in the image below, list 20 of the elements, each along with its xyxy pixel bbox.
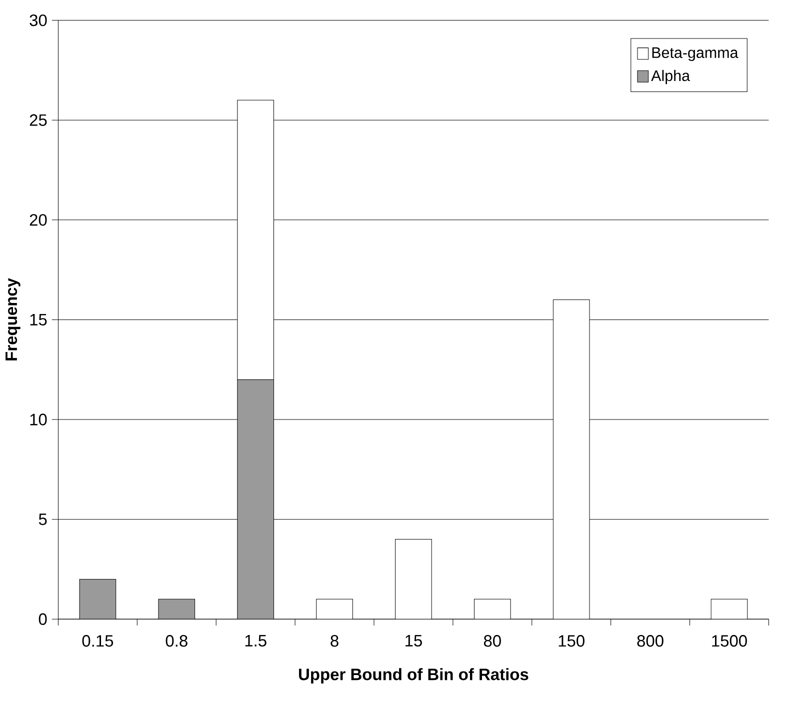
x-tick-label: 0.8 bbox=[166, 634, 188, 647]
legend-label: Beta-gamma bbox=[652, 47, 738, 61]
x-tick-label: 800 bbox=[637, 634, 664, 647]
x-tick-label: 1500 bbox=[712, 634, 747, 647]
y-tick-label: 10 bbox=[30, 414, 47, 426]
x-tick-label: 8 bbox=[330, 634, 338, 647]
x-tick-label: 150 bbox=[558, 634, 584, 647]
legend-label: Alpha bbox=[651, 70, 690, 84]
y-tick-label: 5 bbox=[38, 513, 47, 525]
x-axis-title: Upper Bound of Bin of Ratios bbox=[299, 668, 528, 684]
y-tick-label: 30 bbox=[30, 14, 47, 26]
y-tick-label: 0 bbox=[38, 613, 47, 625]
y-tick-label: 20 bbox=[30, 214, 47, 226]
y-axis-title: Frequency bbox=[6, 278, 20, 360]
x-tick-label: 80 bbox=[484, 634, 501, 647]
x-tick-label: 1.5 bbox=[245, 634, 266, 646]
x-tick-label: 0.15 bbox=[82, 634, 114, 647]
y-tick-label: 15 bbox=[30, 314, 47, 326]
y-tick-label: 25 bbox=[30, 114, 47, 126]
x-tick-label: 15 bbox=[406, 634, 422, 646]
